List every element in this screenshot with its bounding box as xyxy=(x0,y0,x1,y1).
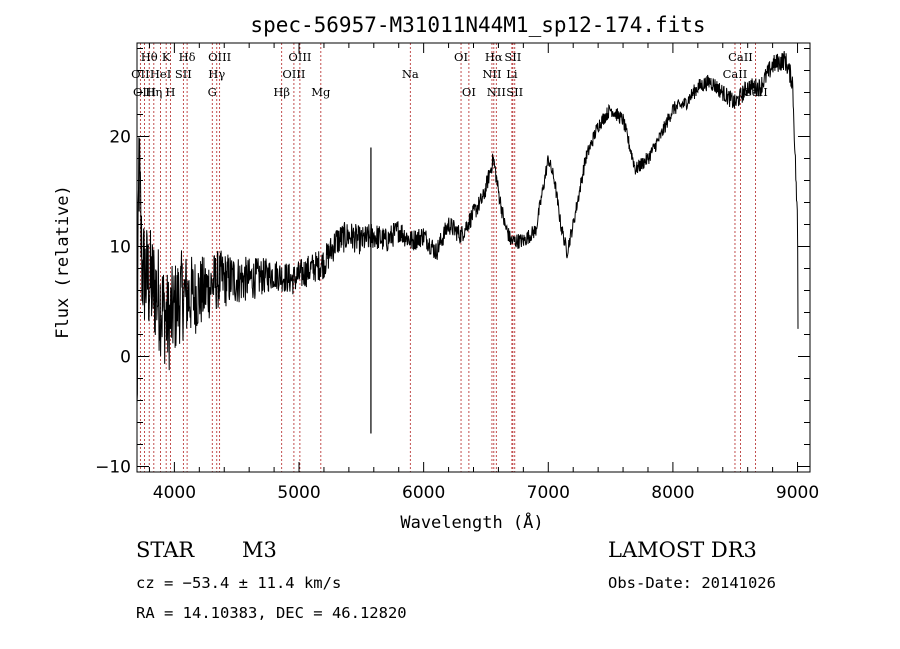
line-label: OI xyxy=(462,85,476,99)
redshift-velocity: cz = −53.4 ± 11.4 km/s xyxy=(136,574,342,592)
line-label: NII xyxy=(487,85,506,99)
y-axis-label: Flux (relative) xyxy=(53,185,73,339)
observation-date: Obs-Date: 20141026 xyxy=(608,574,776,592)
line-label: Hα xyxy=(485,50,503,64)
x-tick-label: 7000 xyxy=(527,483,570,503)
y-tick-label: 10 xyxy=(109,238,131,258)
x-tick-label: 4000 xyxy=(153,483,196,503)
line-label: HeI xyxy=(150,67,171,81)
line-label: OIII xyxy=(282,67,305,81)
line-label: Mg xyxy=(311,85,331,99)
plot-frame xyxy=(136,42,811,473)
line-label: G xyxy=(208,85,217,99)
object-class: STAR xyxy=(136,538,195,562)
line-label: OI xyxy=(454,50,468,64)
line-label: Hη xyxy=(145,85,162,99)
spectrum-line xyxy=(136,50,799,404)
line-label: OIII xyxy=(208,50,231,64)
y-tick-label: −10 xyxy=(95,458,131,478)
line-label: OII xyxy=(131,67,150,81)
x-tick-label: 5000 xyxy=(277,483,320,503)
emission-line-markers xyxy=(139,43,756,472)
coordinates: RA = 14.10383, DEC = 46.12820 xyxy=(136,604,407,622)
line-label: NII xyxy=(482,67,501,81)
line-label: K xyxy=(162,50,171,64)
line-label: OIII xyxy=(288,50,311,64)
y-tick-label: 0 xyxy=(120,348,131,368)
line-label: SII xyxy=(175,67,192,81)
line-label: SII xyxy=(504,50,521,64)
line-label: Hθ xyxy=(141,50,158,64)
survey-name: LAMOST DR3 xyxy=(608,538,757,562)
x-axis-label: Wavelength (Å) xyxy=(400,511,543,533)
line-label: CaII xyxy=(728,50,753,64)
x-axis-ticks: 4000 5000 6000 7000 8000 9000 xyxy=(148,43,819,503)
line-label: Hβ xyxy=(273,85,290,99)
line-label: Hγ xyxy=(208,67,225,81)
y-axis-ticks: −10 0 10 20 xyxy=(95,48,810,478)
line-label: Hδ xyxy=(179,50,196,64)
y-tick-label: 20 xyxy=(109,128,131,148)
chart-title: spec-56957-M31011N44M1_sp12-174.fits xyxy=(250,13,705,37)
line-label: Li xyxy=(506,67,518,81)
object-subclass: M3 xyxy=(242,538,277,562)
line-label: H xyxy=(165,85,175,99)
x-tick-label: 9000 xyxy=(776,483,819,503)
x-tick-label: 8000 xyxy=(651,483,694,503)
line-label: Na xyxy=(402,67,419,81)
line-label: SII xyxy=(506,85,523,99)
line-label: OIII xyxy=(133,85,156,99)
x-tick-label: 6000 xyxy=(402,483,445,503)
line-label: CaII xyxy=(723,67,748,81)
